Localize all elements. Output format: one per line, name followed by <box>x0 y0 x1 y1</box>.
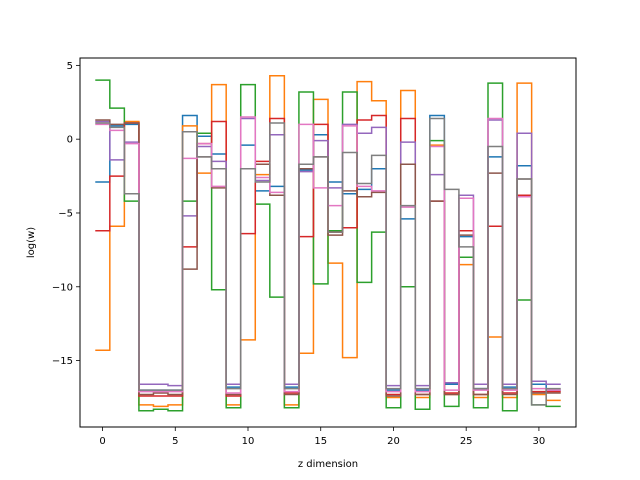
x-tick-label: 5 <box>172 436 178 447</box>
y-axis: 5 0 −5 −10 −15 <box>52 61 80 367</box>
x-axis-label: z dimension <box>298 459 358 470</box>
series-line-8 <box>95 117 561 406</box>
y-axis-label: log(w) <box>26 227 37 258</box>
x-tick-label: 15 <box>314 436 327 447</box>
y-tick-label: −10 <box>52 282 73 293</box>
x-tick-label: 10 <box>242 436 255 447</box>
x-axis: 0 5 10 15 20 25 30 <box>99 427 545 447</box>
x-tick-label: 20 <box>387 436 400 447</box>
x-tick-label: 30 <box>533 436 546 447</box>
plot-frame <box>79 57 577 428</box>
x-tick-label: 0 <box>99 436 105 447</box>
x-tick-label: 25 <box>460 436 473 447</box>
series-layer <box>95 74 561 412</box>
y-tick-label: −5 <box>58 208 73 219</box>
series-line-7 <box>95 116 561 394</box>
y-tick-label: 5 <box>67 61 73 72</box>
y-tick-label: 0 <box>67 135 73 146</box>
series-line-3 <box>95 79 561 412</box>
y-tick-label: −15 <box>52 356 73 367</box>
